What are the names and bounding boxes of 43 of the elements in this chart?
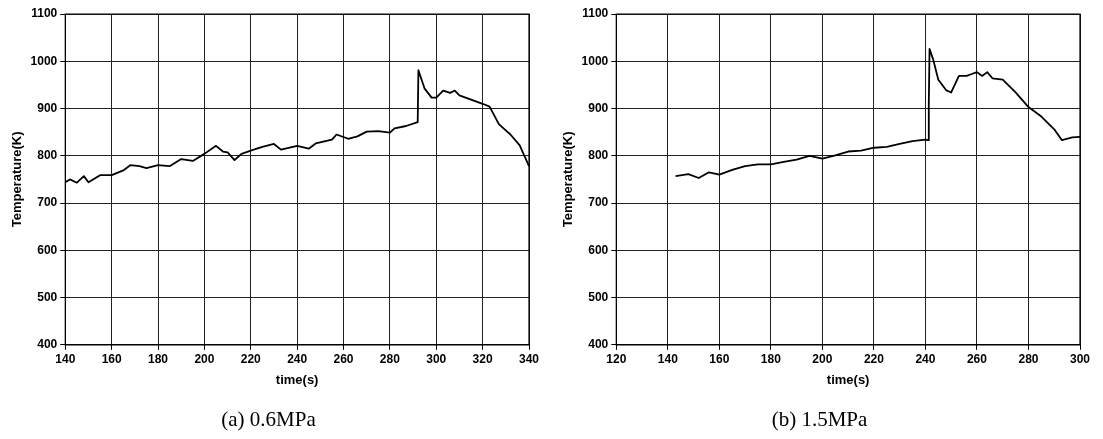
- x-tick-label: 280: [379, 352, 401, 367]
- x-axis-title: time(s): [275, 371, 319, 387]
- x-tick-label: 180: [148, 352, 169, 367]
- x-tick-label: 140: [55, 352, 76, 367]
- y-tick-label: 900: [37, 100, 58, 115]
- x-tick-label: 120: [606, 352, 627, 367]
- x-tick-label: 160: [101, 352, 122, 367]
- x-tick-label: 260: [966, 352, 988, 367]
- y-tick-label: 900: [588, 100, 609, 115]
- x-tick-label: 340: [518, 352, 540, 367]
- x-tick-label: 240: [287, 352, 308, 367]
- y-tick-label: 600: [588, 242, 609, 257]
- text: (a) 0.6MPa: [221, 406, 317, 431]
- y-tick-label: 800: [37, 148, 58, 163]
- x-tick-label: 140: [657, 352, 679, 367]
- x-tick-label: 320: [472, 352, 493, 367]
- y-tick-label: 500: [37, 289, 58, 304]
- y-tick-label: 1000: [30, 53, 58, 68]
- x-tick-label: 240: [915, 352, 936, 367]
- x-tick-label: 280: [1018, 352, 1039, 367]
- x-tick-label: 300: [1069, 352, 1091, 367]
- x-tick-label: 200: [194, 352, 215, 367]
- x-tick-label: 220: [863, 352, 885, 367]
- x-tick-label: 220: [240, 352, 262, 367]
- y-axis-title: Temperature(K): [560, 131, 576, 228]
- y-tick-label: 500: [588, 289, 609, 304]
- x-tick-label: 180: [760, 352, 782, 367]
- y-tick-label: 800: [588, 148, 609, 163]
- x-tick-label: 300: [426, 352, 447, 367]
- y-tick-label: 400: [588, 337, 609, 352]
- y-tick-label: 1100: [31, 6, 58, 21]
- y-tick-label: 1000: [581, 53, 609, 68]
- y-tick-label: 700: [37, 195, 58, 210]
- y-tick-label: 700: [588, 195, 609, 210]
- y-tick-label: 400: [37, 337, 58, 352]
- y-axis-title: Temperature(K): [9, 131, 25, 228]
- y-tick-label: 1100: [582, 6, 609, 21]
- x-tick-label: 260: [333, 352, 354, 367]
- x-tick-label: 160: [709, 352, 730, 367]
- y-tick-label: 600: [37, 242, 58, 257]
- x-axis-title: time(s): [826, 371, 870, 387]
- text: (b) 1.5MPa: [771, 406, 868, 431]
- x-tick-label: 200: [812, 352, 833, 367]
